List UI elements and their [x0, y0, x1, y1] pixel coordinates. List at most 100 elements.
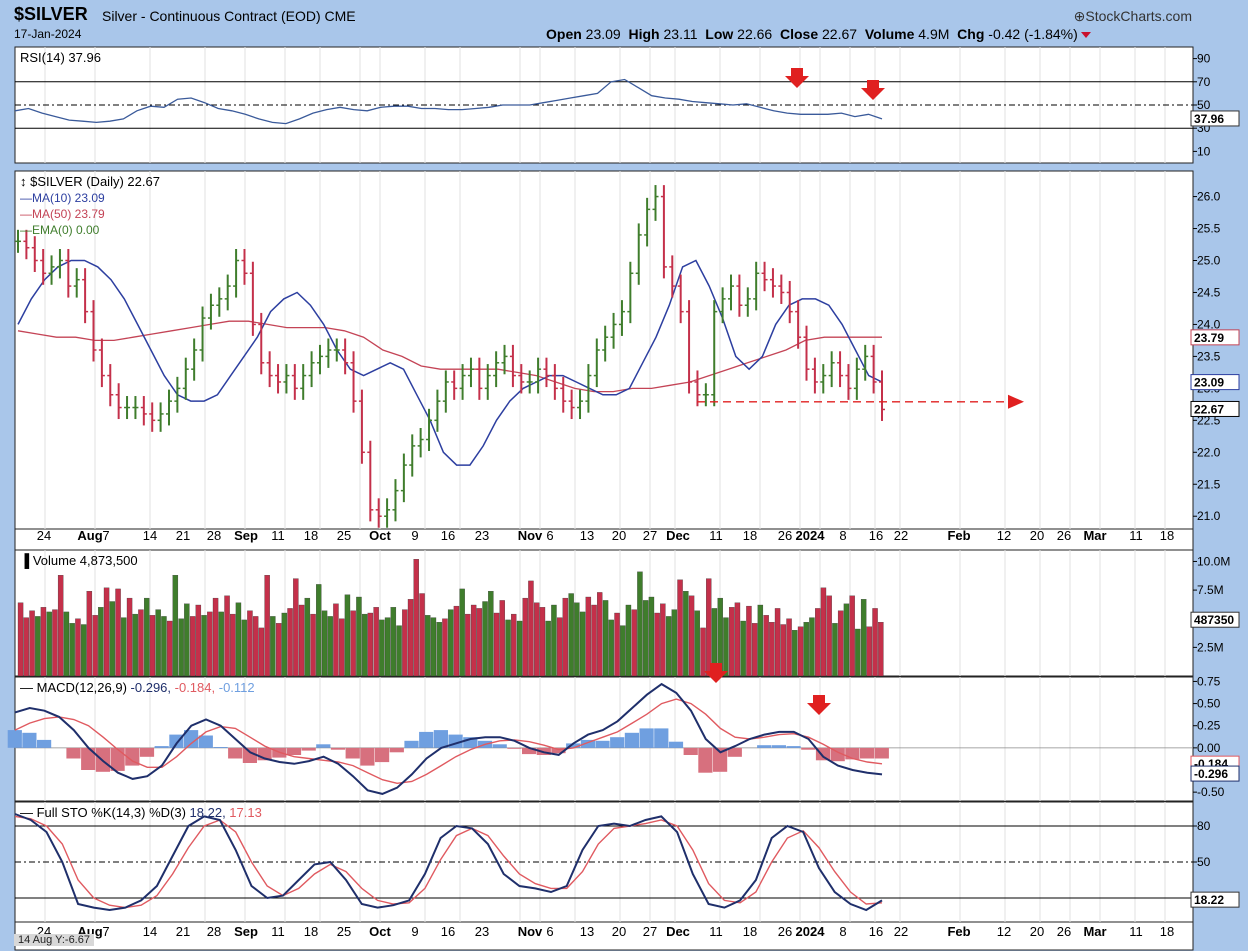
volume-bar	[534, 602, 540, 677]
macd-histogram-bar	[360, 747, 375, 766]
y-tick-label: 21.5	[1197, 477, 1221, 491]
volume-bar	[379, 619, 385, 677]
macd-histogram-bar	[316, 744, 331, 748]
y-tick-label: 0.50	[1197, 697, 1221, 711]
date-tick-label: 25	[337, 924, 351, 939]
volume-bar	[235, 602, 242, 677]
y-tick-label: 50	[1197, 855, 1211, 869]
macd-value-text: -0.184,	[175, 680, 219, 695]
date-tick-label: 12	[997, 924, 1011, 939]
sto-last-value-box	[1190, 891, 1240, 908]
macd-histogram-bar	[683, 747, 698, 755]
volume-bar	[98, 607, 104, 677]
volume-last-value-box	[1190, 611, 1240, 628]
crosshair-readout: 14 Aug Y:-6.67	[14, 934, 94, 946]
description-text: Silver - Continuous Contract (EOD)	[102, 8, 321, 24]
date-tick-label: 20	[1030, 528, 1044, 543]
volume-bar	[556, 617, 563, 677]
volume-bar	[413, 559, 419, 677]
high-label: High	[628, 26, 660, 42]
volume-bar	[654, 612, 660, 677]
volume-bar	[390, 607, 397, 677]
volume-bar	[855, 628, 861, 677]
date-tick-label: 11	[709, 924, 723, 939]
macd-histogram-bar	[81, 747, 96, 770]
macd-histogram-bar	[345, 747, 360, 759]
date-tick-label: 22	[894, 528, 908, 543]
volume-bar	[80, 624, 87, 677]
date-tick-label: Aug	[77, 528, 102, 543]
date-tick-label: 18	[304, 924, 318, 939]
macd-histogram-bar	[639, 728, 654, 748]
date-tick-label: Oct	[369, 924, 391, 939]
close-label: Close	[780, 26, 819, 42]
volume-bar	[763, 615, 769, 677]
volume-bar	[23, 617, 29, 677]
macd-histogram-bar	[433, 730, 448, 748]
y-tick-label: 26.0	[1197, 190, 1221, 204]
date-tick-label: Sep	[234, 528, 258, 543]
volume-bar	[35, 616, 41, 677]
sto-value-text: 17.13	[229, 805, 262, 820]
date-tick-label: Feb	[947, 528, 970, 543]
volume-bar	[539, 607, 546, 677]
volume-bar	[121, 617, 127, 677]
volume-bar	[40, 607, 47, 677]
y-tick-label: 80	[1197, 819, 1211, 833]
volume-bar	[631, 609, 637, 677]
volume-bar	[195, 604, 202, 677]
volume-bar	[230, 613, 236, 677]
volume-bar	[740, 620, 746, 677]
volume-bar	[729, 607, 735, 677]
volume-bar	[327, 616, 333, 677]
date-tick-label: 11	[271, 528, 285, 543]
volume-bar	[488, 591, 494, 677]
volume-bar	[298, 604, 305, 677]
volume-bar	[700, 627, 706, 677]
brand-logo[interactable]: ⊕StockCharts.com	[1073, 8, 1192, 24]
volume-bar	[281, 612, 288, 677]
chart-header: $SILVER Silver - Continuous Contract (EO…	[0, 0, 1248, 46]
volume-bar	[241, 619, 247, 677]
date-tick-label: 2024	[796, 924, 826, 939]
date-tick-label: Mar	[1083, 528, 1106, 543]
volume-bar	[344, 594, 351, 677]
volume-bar	[562, 597, 569, 677]
ma10-line	[17, 259, 883, 466]
volume-bar	[17, 602, 24, 677]
macd-histogram-bar	[213, 747, 228, 748]
y-tick-label: 0.75	[1197, 674, 1221, 688]
date-tick-label: 18	[304, 528, 318, 543]
volume-bar	[367, 612, 374, 677]
sto-label: — Full STO %K(14,3) %D(3) 18.22, 17.13	[20, 805, 262, 820]
down-arrow-icon	[704, 663, 728, 683]
macd-line	[14, 682, 883, 795]
ema-legend: —EMA(0) 0.00	[20, 223, 100, 237]
volume-bar	[493, 612, 500, 677]
macd-histogram-bar	[786, 746, 801, 748]
y-tick-label: 10.0M	[1197, 554, 1230, 568]
date-tick-label: 26	[778, 924, 792, 939]
macd-histogram-bar	[551, 747, 566, 754]
volume-bar	[505, 619, 511, 677]
volume-bar	[57, 575, 64, 677]
macd-histogram-bar	[507, 747, 522, 749]
macd-histogram-bar	[419, 731, 434, 748]
volume-bar	[516, 620, 523, 677]
volume-bar	[402, 609, 408, 677]
volume-bar	[683, 591, 689, 677]
macd-last-value-box	[1190, 765, 1240, 782]
date-tick-label: 14	[143, 924, 157, 939]
volume-bar	[407, 599, 414, 677]
volume-bar	[310, 613, 316, 677]
volume-bar	[551, 604, 557, 677]
y-tick-label: 7.5M	[1197, 583, 1224, 597]
volume-bar	[155, 609, 161, 677]
macd-histogram-bar	[301, 747, 316, 751]
volume-bar	[780, 624, 787, 677]
date-tick-label: 28	[207, 924, 221, 939]
volume-bar	[384, 617, 391, 677]
macd-histogram-bar	[37, 739, 52, 748]
macd-histogram-bar	[845, 747, 860, 760]
